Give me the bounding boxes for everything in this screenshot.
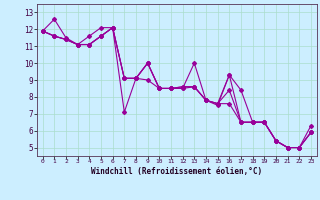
X-axis label: Windchill (Refroidissement éolien,°C): Windchill (Refroidissement éolien,°C) <box>91 167 262 176</box>
